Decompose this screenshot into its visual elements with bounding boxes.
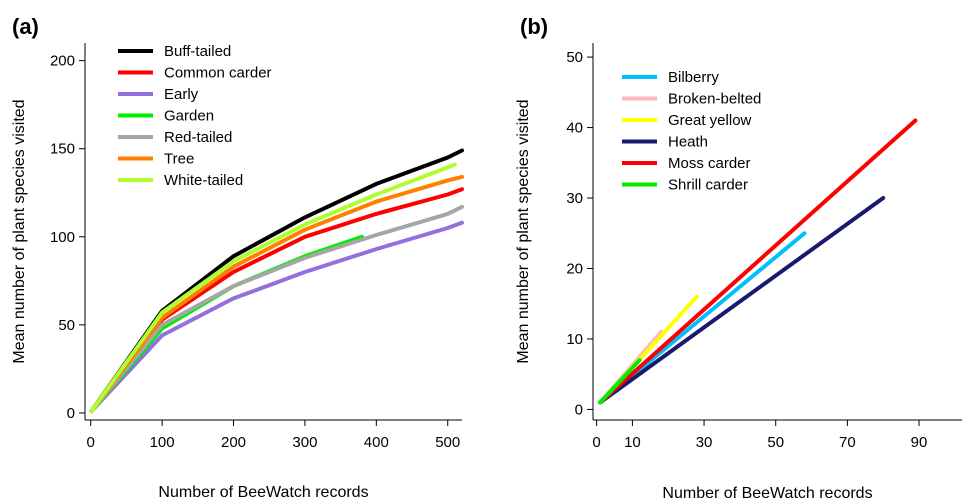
x-tick-label: 400	[364, 434, 389, 451]
y-tick-label: 150	[50, 141, 75, 158]
x-tick-label: 30	[696, 434, 713, 451]
y-tick-label: 40	[566, 120, 583, 137]
legend-label: Bilberry	[668, 69, 719, 86]
x-tick-label: 200	[221, 434, 246, 451]
x-tick-label: 70	[839, 434, 856, 451]
legend-label: Broken-belted	[668, 91, 761, 108]
legend-label: Common carder	[164, 65, 272, 82]
series-line-white-tailed	[89, 162, 457, 414]
panel-label: (b)	[520, 14, 548, 39]
panel-b: (b) 0 10 20 30 40 50 0 10 30 50 70 90 Number of BeeWa…	[515, 14, 962, 502]
legend-label: Early	[164, 86, 199, 103]
x-tick-label: 500	[435, 434, 460, 451]
y-axis-title: Mean number of plant species visited	[515, 99, 532, 363]
legend-label: Tree	[164, 151, 194, 168]
y-tick-label: 0	[67, 405, 75, 422]
y-tick-label: 0	[575, 401, 583, 418]
x-axis-title: Number of BeeWatch records	[662, 485, 872, 502]
series-line-red-tailed	[89, 204, 464, 414]
series-line-heath	[598, 196, 886, 405]
series-line-common-carder	[89, 187, 464, 414]
y-tick-label: 100	[50, 229, 75, 246]
x-tick-label: 300	[292, 434, 317, 451]
x-tick-label: 10	[624, 434, 641, 451]
y-tick-label: 50	[566, 49, 583, 66]
y-tick-label: 10	[566, 331, 583, 348]
y-tick-label: 20	[566, 260, 583, 277]
x-tick-label: 50	[767, 434, 784, 451]
legend-label: Shrill carder	[668, 177, 748, 194]
y-axis-title: Mean number of plant species visited	[11, 99, 28, 363]
panel-label: (a)	[12, 14, 39, 39]
series-line-shrill-carder	[598, 358, 642, 405]
y-tick-label: 50	[58, 317, 75, 334]
x-tick-label: 0	[87, 434, 95, 451]
x-tick-label: 90	[911, 434, 928, 451]
x-tick-label: 0	[592, 434, 600, 451]
legend-label: Heath	[668, 134, 708, 151]
y-tick-label: 200	[50, 53, 75, 70]
legend-label: Moss carder	[668, 155, 751, 172]
x-axis-title: Number of BeeWatch records	[158, 484, 368, 501]
legend-label: Buff-tailed	[164, 43, 231, 60]
y-tick-label: 30	[566, 190, 583, 207]
legend-label: White-tailed	[164, 172, 243, 189]
panel-a: (a) 0 50 100 150 200 0 100 200 300 400 500 Number of…	[11, 14, 464, 501]
series-line-early	[89, 220, 464, 414]
legend-label: Garden	[164, 108, 214, 125]
legend-label: Great yellow	[668, 112, 752, 129]
legend-label: Red-tailed	[164, 129, 232, 146]
x-tick-label: 100	[150, 434, 175, 451]
series-line-moss-carder	[598, 118, 918, 405]
series-line-tree	[89, 174, 464, 414]
